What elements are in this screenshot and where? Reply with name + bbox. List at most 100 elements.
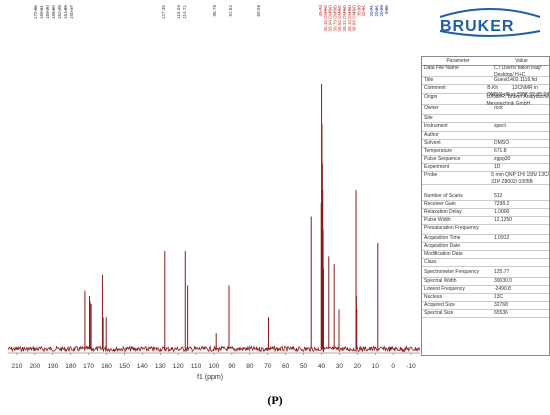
parameter-name: Site bbox=[424, 115, 433, 121]
parameter-value: 1D bbox=[494, 164, 501, 170]
x-axis-label: f1 (ppm) bbox=[197, 374, 223, 381]
parameter-row: Modification Date bbox=[422, 251, 549, 259]
x-tick-label: -10 bbox=[406, 363, 416, 370]
header-value: Value bbox=[515, 58, 528, 64]
parameter-name: Spectral Width bbox=[424, 278, 457, 284]
x-axis: 210 200 190 180 170 160 150 140 130 120 110 100 90 80… bbox=[8, 352, 420, 370]
parameter-value: 30030.0 bbox=[494, 278, 513, 284]
parameter-name: Probe bbox=[424, 172, 438, 178]
x-tick-label: 200 bbox=[29, 363, 40, 370]
peak-label: 39.31 DMSO bbox=[342, 5, 347, 32]
parameter-value: 512 bbox=[494, 193, 503, 199]
peak-label: 116.04 bbox=[176, 5, 181, 19]
peak-label: 40.15 DMSO bbox=[323, 5, 328, 32]
parameter-row: Number of Scans 512 bbox=[422, 193, 549, 201]
parameter-row: Solvent DMSO bbox=[422, 140, 549, 148]
parameter-value: 13C bbox=[494, 294, 504, 300]
peak-label: 98.78 bbox=[212, 5, 217, 17]
parameter-value: 5 mm QNP 1H/ 15N/ 13C/ 31P Z8002/ 0305B bbox=[491, 172, 549, 185]
parameter-name: Experiment bbox=[424, 164, 450, 170]
parameter-row: Owner root bbox=[422, 105, 549, 115]
parameter-table: Parameter Value Data File Name C:/ Users/… bbox=[421, 56, 550, 356]
x-tick-label: 150 bbox=[119, 363, 130, 370]
parameter-name: Number of Scans bbox=[424, 193, 463, 199]
parameter-value: root bbox=[494, 105, 503, 111]
parameter-name: Solvent bbox=[424, 140, 441, 146]
parameter-name: Acquisition Time bbox=[424, 235, 461, 241]
parameter-row: Nucleus 13C bbox=[422, 294, 549, 302]
x-tick-label: 210 bbox=[12, 363, 23, 370]
parameter-name: Relaxation Delay bbox=[424, 209, 462, 215]
parameter-row: Acquisition Time 1.0912 bbox=[422, 235, 549, 243]
parameter-name: Title bbox=[424, 77, 434, 83]
parameter-row: Experiment 1D bbox=[422, 164, 549, 172]
peak-label: 39.10 DMSO bbox=[347, 5, 352, 32]
parameter-name: Presaturation Frequency bbox=[424, 225, 479, 231]
x-tick-label: 70 bbox=[264, 363, 272, 370]
x-tick-label: 60 bbox=[282, 363, 290, 370]
parameter-row: Pulse Sequence zgpg30 bbox=[422, 156, 549, 164]
parameter-name: Pulse Sequence bbox=[424, 156, 461, 162]
parameter-row: Spectral Size 65536 bbox=[422, 310, 549, 318]
parameter-value: 12.1250 bbox=[494, 217, 513, 223]
parameter-value: zgpg30 bbox=[494, 156, 511, 162]
parameter-name: Owner bbox=[424, 105, 439, 111]
parameter-row: Origin UXNMR, Bruker Analytische Messtech… bbox=[422, 94, 549, 107]
peak-label: 91.62 bbox=[228, 5, 233, 17]
x-tick-label: 90 bbox=[228, 363, 236, 370]
bruker-logo: BRUKER bbox=[432, 6, 550, 42]
x-tick-label: 130 bbox=[155, 363, 166, 370]
header-parameter: Parameter bbox=[446, 58, 470, 64]
parameter-row: Title Guest1402.1116.fid bbox=[422, 77, 549, 85]
parameter-name: Pulse Width bbox=[424, 217, 451, 223]
parameter-value: 671.8 bbox=[494, 148, 507, 154]
peak-label: 39.73 DMSO bbox=[332, 5, 337, 32]
spectrum-baseline bbox=[7, 345, 420, 353]
parameter-name: Data File Name bbox=[424, 65, 459, 71]
parameter-row: Comment B.Kh 13CNMR in DMSO-d6 at 298K 02… bbox=[422, 85, 549, 98]
parameter-value bbox=[494, 132, 549, 139]
parameter-value: Guest1402.1116.fid bbox=[494, 77, 537, 83]
parameter-value bbox=[494, 115, 549, 122]
parameter-value: DMSO bbox=[494, 140, 509, 146]
parameter-value bbox=[494, 243, 549, 250]
parameter-name: Author bbox=[424, 132, 439, 138]
parameter-row: Class bbox=[422, 259, 549, 267]
logo-text: BRUKER bbox=[440, 18, 515, 35]
parameter-name: Modification Date bbox=[424, 251, 463, 257]
parameter-row: Acquisition Date bbox=[422, 243, 549, 251]
parameter-row: Instrument spect bbox=[422, 123, 549, 132]
parameter-row: Relaxation Delay 1.0000 bbox=[422, 209, 549, 217]
x-tick-label: 120 bbox=[173, 363, 184, 370]
parameter-row: Acquired Size 32768 bbox=[422, 302, 549, 310]
x-tick-label: 170 bbox=[83, 363, 94, 370]
figure-caption: (P) bbox=[267, 393, 283, 407]
x-tick-label: 190 bbox=[47, 363, 58, 370]
parameter-row: Receiver Gain 7298.2 bbox=[422, 201, 549, 209]
parameter-value: 32768 bbox=[494, 302, 508, 308]
parameter-value: B.Kh 13CNMR in DMSO-d6 at 298K 02.05.24 bbox=[487, 85, 549, 98]
parameter-name: Instrument bbox=[424, 123, 448, 129]
x-tick-label: 160 bbox=[101, 363, 112, 370]
parameter-row: Spectrometer Frequency 125.77 bbox=[422, 269, 549, 278]
x-tick-label: 180 bbox=[65, 363, 76, 370]
parameter-name: Comment bbox=[424, 85, 446, 91]
parameter-row: Presaturation Frequency bbox=[422, 225, 549, 235]
parameter-name: Spectrometer Frequency bbox=[424, 269, 480, 275]
parameter-row: Temperature 671.8 bbox=[422, 148, 549, 156]
x-tick-label: 110 bbox=[191, 363, 202, 370]
parameter-value: C:/ Users/ fakon iraq/ Desktop/ H+C bbox=[494, 65, 541, 78]
x-tick-label: 20 bbox=[354, 363, 362, 370]
parameter-value: UXNMR, Bruker Analytische Messtechnik Gm… bbox=[486, 94, 549, 107]
x-tick-label: 100 bbox=[209, 363, 220, 370]
parameter-row: Lowest Frequency -2490.8 bbox=[422, 286, 549, 294]
parameter-value: -2490.8 bbox=[494, 286, 511, 292]
x-tick-label: 50 bbox=[300, 363, 308, 370]
parameter-name: Temperature bbox=[424, 148, 453, 154]
peak-label: 39.94 DMSO bbox=[328, 5, 333, 32]
peak-label: 38.89 DMSO bbox=[352, 5, 357, 32]
x-tick-label: 140 bbox=[137, 363, 148, 370]
parameter-row: Spectral Width 30030.0 bbox=[422, 278, 549, 286]
peak-label: 114.71 bbox=[182, 5, 187, 19]
